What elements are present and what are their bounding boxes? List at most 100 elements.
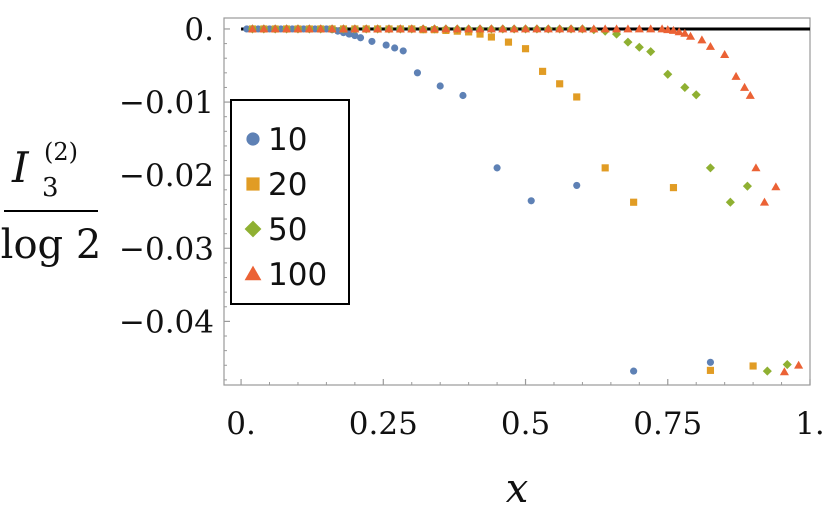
legend-marker-100	[244, 265, 262, 281]
data-point-100	[577, 24, 587, 33]
data-point-100	[657, 24, 667, 33]
data-point-10	[254, 25, 262, 33]
data-point-10	[493, 164, 501, 172]
data-point-100	[646, 24, 656, 33]
data-point-100	[771, 182, 781, 191]
data-point-100	[441, 24, 451, 33]
legend-label-20: 20	[268, 167, 307, 203]
data-point-100	[543, 24, 553, 33]
legend-marker-20	[246, 177, 260, 191]
data-point-10	[356, 34, 365, 42]
data-point-100	[532, 24, 542, 33]
legend-label-50: 50	[268, 212, 307, 248]
data-point-20	[476, 30, 484, 38]
data-point-100	[680, 28, 690, 37]
y-axis-title: I (2) 3 log 2	[1, 138, 102, 268]
data-point-100	[327, 24, 337, 33]
data-point-100	[304, 24, 314, 33]
y-tick-label: −0.02	[119, 158, 214, 194]
data-point-10	[527, 197, 535, 205]
data-point-50	[634, 42, 644, 52]
data-point-100	[407, 24, 417, 33]
data-point-100	[555, 24, 565, 33]
data-point-10	[300, 25, 308, 33]
data-point-100	[731, 71, 741, 80]
legend-items: 10 20 50 100	[244, 122, 327, 293]
x-axis-ticks: 0. 0.25 0.5 0.75 1.	[226, 379, 825, 442]
data-point-100	[259, 24, 269, 33]
data-point-50	[691, 90, 701, 100]
data-point-100	[418, 24, 428, 33]
data-point-10	[311, 25, 319, 33]
data-point-10	[288, 25, 296, 33]
data-point-10	[391, 44, 399, 52]
data-point-50	[663, 69, 673, 79]
y-label-symbol: I	[11, 143, 30, 192]
data-point-50	[646, 47, 656, 57]
data-point-10	[265, 25, 274, 33]
legend: 10 20 50 100	[230, 99, 350, 305]
data-point-100	[350, 24, 360, 33]
data-point-100	[674, 27, 684, 36]
legend-label-100: 100	[268, 257, 327, 293]
legend-label-10: 10	[268, 122, 307, 158]
data-point-10	[413, 69, 422, 77]
y-tick-label: −0.04	[119, 304, 214, 340]
data-point-10	[368, 37, 376, 45]
data-points	[243, 24, 804, 376]
data-point-20	[539, 67, 547, 75]
data-point-20	[669, 184, 678, 192]
data-point-20	[601, 164, 609, 172]
data-point-100	[566, 24, 576, 33]
data-point-50	[762, 366, 772, 376]
data-point-10	[243, 25, 251, 33]
data-point-10	[351, 31, 359, 40]
data-point-50	[742, 181, 752, 191]
data-point-20	[706, 366, 715, 374]
data-point-100	[705, 41, 715, 50]
data-point-10	[277, 25, 285, 33]
data-point-10	[436, 82, 444, 90]
data-point-100	[316, 24, 326, 33]
y-label-denominator: log 2	[1, 222, 102, 268]
data-point-20	[521, 45, 530, 53]
x-tick-label: 0.	[226, 406, 256, 442]
data-point-20	[504, 38, 513, 46]
y-tick-label: −0.01	[119, 85, 214, 121]
data-point-50	[782, 359, 792, 370]
data-point-10	[399, 47, 407, 55]
legend-marker-50	[244, 220, 262, 238]
x-tick-label: 0.75	[633, 406, 702, 442]
data-point-100	[634, 24, 644, 33]
data-point-100	[663, 25, 673, 34]
data-point-100	[293, 24, 303, 33]
data-point-20	[556, 80, 564, 88]
y-tick-label: 0.	[184, 12, 214, 48]
data-point-100	[338, 24, 349, 33]
data-point-100	[247, 24, 257, 33]
data-point-20	[487, 33, 495, 41]
data-point-100	[452, 24, 462, 33]
data-point-50	[705, 163, 715, 173]
data-point-20	[749, 362, 757, 370]
data-point-100	[751, 163, 761, 172]
data-point-100	[623, 24, 633, 33]
data-point-100	[475, 24, 485, 33]
data-point-100	[509, 24, 519, 33]
data-point-100	[282, 24, 292, 33]
legend-marker-10	[246, 132, 260, 146]
y-label-superscript: (2)	[44, 138, 78, 166]
data-point-100	[740, 82, 750, 91]
data-point-100	[697, 35, 707, 44]
data-point-100	[589, 24, 599, 33]
data-point-100	[600, 24, 610, 33]
data-point-100	[520, 24, 531, 33]
data-point-100	[429, 24, 440, 33]
data-point-10	[706, 358, 715, 366]
data-point-10	[630, 367, 638, 375]
data-point-10	[382, 41, 390, 49]
y-tick-label: −0.03	[119, 231, 214, 267]
data-point-100	[498, 24, 508, 33]
data-point-10	[322, 25, 330, 33]
